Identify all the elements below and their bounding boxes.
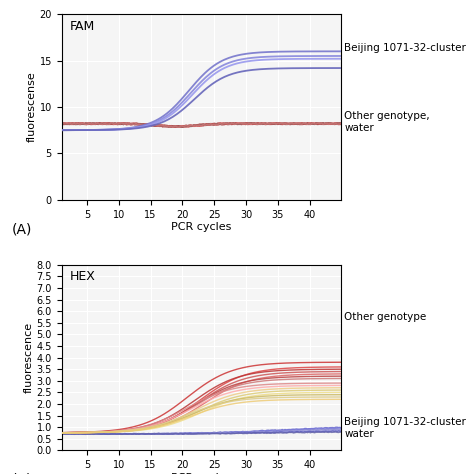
Text: (A): (A) xyxy=(11,222,32,236)
Text: Other genotype,
water: Other genotype, water xyxy=(344,111,430,133)
Y-axis label: fluorescence: fluorescence xyxy=(24,322,34,393)
Text: Beijing 1071-32-cluster: Beijing 1071-32-cluster xyxy=(344,43,466,53)
Y-axis label: fluorescense: fluorescense xyxy=(27,72,37,142)
Text: Other genotype: Other genotype xyxy=(344,312,426,322)
Text: HEX: HEX xyxy=(70,270,96,283)
X-axis label: PCR cycles: PCR cycles xyxy=(171,222,232,232)
Text: (B): (B) xyxy=(11,473,32,474)
X-axis label: PCR cycles: PCR cycles xyxy=(171,473,232,474)
Text: Beijing 1071-32-cluster
water: Beijing 1071-32-cluster water xyxy=(344,417,466,439)
Text: FAM: FAM xyxy=(70,20,95,33)
